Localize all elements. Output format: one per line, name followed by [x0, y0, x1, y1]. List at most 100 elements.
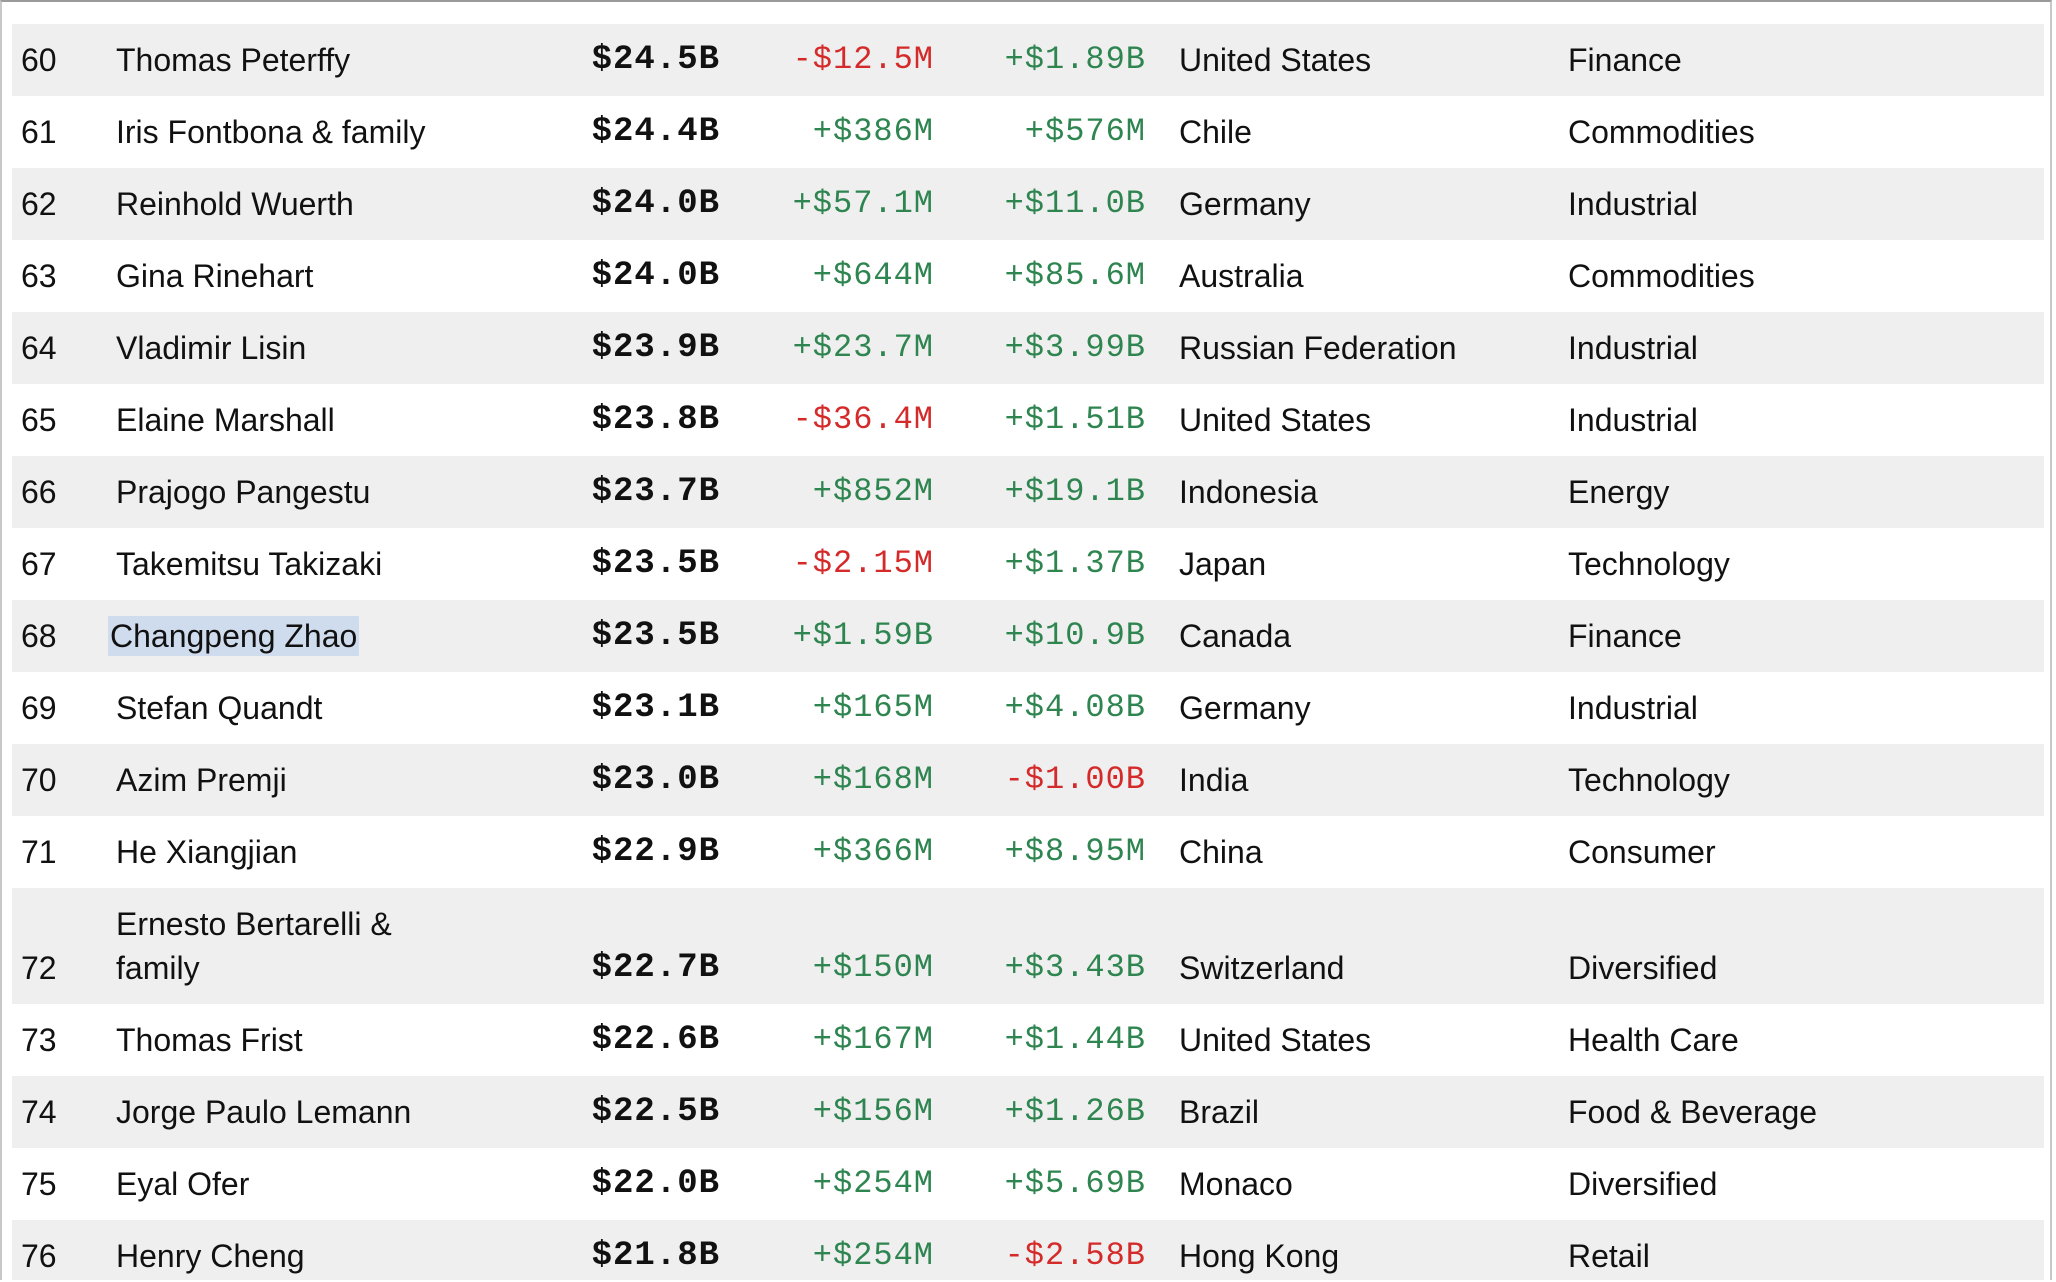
ytd-change-cell: +$4.08B: [1004, 689, 1146, 726]
billionaire-name[interactable]: Changpeng Zhao: [108, 600, 360, 672]
billionaire-name[interactable]: Elaine Marshall: [116, 402, 335, 438]
table-row[interactable]: 67 Takemitsu Takizaki $23.5B -$2.15M +$1.37B…: [12, 528, 2044, 600]
rank-cell: 70: [21, 762, 57, 798]
net-worth-cell: $23.5B: [591, 617, 720, 655]
billionaire-name[interactable]: Stefan Quandt: [116, 690, 323, 726]
billionaire-name[interactable]: Ernesto Bertarelli & family: [116, 888, 436, 1004]
rank-cell: 63: [21, 258, 57, 294]
last-change-cell: -$36.4M: [792, 401, 934, 438]
net-worth-cell: $22.9B: [591, 833, 720, 871]
last-change-cell: +$254M: [812, 1237, 934, 1274]
ytd-change-cell: +$11.0B: [1004, 185, 1146, 222]
table-row[interactable]: 70 Azim Premji $23.0B +$168M -$1.00B India Tec…: [12, 744, 2044, 816]
billionaire-name[interactable]: Eyal Ofer: [116, 1166, 250, 1202]
billionaire-name[interactable]: Henry Cheng: [116, 1238, 305, 1274]
country-cell: Germany: [1179, 690, 1311, 726]
billionaire-name[interactable]: Iris Fontbona & family: [116, 114, 426, 150]
billionaire-name[interactable]: Vladimir Lisin: [116, 330, 307, 366]
net-worth-cell: $22.6B: [591, 1021, 720, 1059]
net-worth-cell: $23.8B: [591, 401, 720, 439]
country-cell: Brazil: [1179, 1094, 1260, 1130]
billionaire-name[interactable]: Reinhold Wuerth: [116, 186, 354, 222]
net-worth-cell: $23.1B: [591, 689, 720, 727]
last-change-cell: +$165M: [812, 689, 934, 726]
rank-cell: 76: [21, 1238, 57, 1274]
country-cell: Switzerland: [1179, 950, 1345, 986]
ytd-change-cell: -$1.00B: [1004, 761, 1146, 798]
country-cell: China: [1179, 834, 1263, 870]
industry-cell: Industrial: [1568, 690, 1698, 726]
ytd-change-cell: +$85.6M: [1004, 257, 1146, 294]
table-row[interactable]: 63 Gina Rinehart $24.0B +$644M +$85.6M Austra…: [12, 240, 2044, 312]
last-change-cell: +$366M: [812, 833, 934, 870]
last-change-cell: +$386M: [812, 113, 934, 150]
industry-cell: Food & Beverage: [1568, 1094, 1818, 1130]
country-cell: Hong Kong: [1179, 1238, 1340, 1274]
net-worth-cell: $23.0B: [591, 761, 720, 799]
net-worth-cell: $21.8B: [591, 1237, 720, 1275]
billionaire-name[interactable]: Thomas Peterffy: [116, 42, 351, 78]
ytd-change-cell: +$576M: [1024, 113, 1146, 150]
net-worth-cell: $22.0B: [591, 1165, 720, 1203]
industry-cell: Diversified: [1568, 950, 1718, 986]
country-cell: United States: [1179, 1022, 1372, 1058]
industry-cell: Technology: [1568, 546, 1730, 582]
billionaire-name[interactable]: Gina Rinehart: [116, 258, 314, 294]
billionaire-name[interactable]: Azim Premji: [116, 762, 287, 798]
billionaire-name[interactable]: Prajogo Pangestu: [116, 474, 371, 510]
industry-cell: Industrial: [1568, 186, 1698, 222]
table-row[interactable]: 72 Ernesto Bertarelli & family $22.7B +$150…: [12, 888, 2044, 1004]
table-row[interactable]: 71 He Xiangjian $22.9B +$366M +$8.95M China Co…: [12, 816, 2044, 888]
country-cell: Monaco: [1179, 1166, 1293, 1202]
table-row[interactable]: 68 Changpeng Zhao $23.5B +$1.59B +$10.9B Cana…: [12, 600, 2044, 672]
rank-cell: 73: [21, 1022, 57, 1058]
table-row[interactable]: 64 Vladimir Lisin $23.9B +$23.7M +$3.99B Russ…: [12, 312, 2044, 384]
country-cell: Indonesia: [1179, 474, 1318, 510]
last-change-cell: +$167M: [812, 1021, 934, 1058]
industry-cell: Finance: [1568, 618, 1682, 654]
table-row[interactable]: 75 Eyal Ofer $22.0B +$254M +$5.69B Monaco Dive…: [12, 1148, 2044, 1220]
table-row[interactable]: 65 Elaine Marshall $23.8B -$36.4M +$1.51B Uni…: [12, 384, 2044, 456]
billionaire-name[interactable]: Jorge Paulo Lemann: [116, 1094, 412, 1130]
billionaire-name[interactable]: Takemitsu Takizaki: [116, 546, 383, 582]
table-row[interactable]: 66 Prajogo Pangestu $23.7B +$852M +$19.1B Ind…: [12, 456, 2044, 528]
industry-cell: Industrial: [1568, 330, 1698, 366]
rank-cell: 74: [21, 1094, 57, 1130]
table-row[interactable]: 74 Jorge Paulo Lemann $22.5B +$156M +$1.26B B…: [12, 1076, 2044, 1148]
rank-cell: 72: [21, 950, 57, 986]
billionaires-table: 60 Thomas Peterffy $24.5B -$12.5M +$1.89B Uni…: [12, 24, 2044, 1280]
industry-cell: Finance: [1568, 42, 1682, 78]
net-worth-cell: $22.5B: [591, 1093, 720, 1131]
rank-cell: 69: [21, 690, 57, 726]
country-cell: Canada: [1179, 618, 1292, 654]
last-change-cell: -$2.15M: [792, 545, 934, 582]
net-worth-cell: $24.0B: [591, 185, 720, 223]
table-row[interactable]: 76 Henry Cheng $21.8B +$254M -$2.58B Hong Kon…: [12, 1220, 2044, 1280]
rank-cell: 75: [21, 1166, 57, 1202]
last-change-cell: +$150M: [812, 949, 934, 986]
rank-cell: 67: [21, 546, 57, 582]
last-change-cell: -$12.5M: [792, 41, 934, 78]
rank-cell: 60: [21, 42, 57, 78]
table-row[interactable]: 69 Stefan Quandt $23.1B +$165M +$4.08B German…: [12, 672, 2044, 744]
ytd-change-cell: +$3.43B: [1004, 949, 1146, 986]
billionaire-name[interactable]: Thomas Frist: [116, 1022, 303, 1058]
table-row[interactable]: 61 Iris Fontbona & family $24.4B +$386M +$57…: [12, 96, 2044, 168]
billionaire-name[interactable]: He Xiangjian: [116, 834, 298, 870]
table-row[interactable]: 73 Thomas Frist $22.6B +$167M +$1.44B United …: [12, 1004, 2044, 1076]
rank-cell: 71: [21, 834, 57, 870]
industry-cell: Commodities: [1568, 258, 1755, 294]
net-worth-cell: $24.5B: [591, 41, 720, 79]
last-change-cell: +$254M: [812, 1165, 934, 1202]
ytd-change-cell: +$8.95M: [1004, 833, 1146, 870]
ytd-change-cell: +$10.9B: [1004, 617, 1146, 654]
rank-cell: 61: [21, 114, 57, 150]
table-row[interactable]: 60 Thomas Peterffy $24.5B -$12.5M +$1.89B Uni…: [12, 24, 2044, 96]
ytd-change-cell: +$1.51B: [1004, 401, 1146, 438]
country-cell: India: [1179, 762, 1249, 798]
table-row[interactable]: 62 Reinhold Wuerth $24.0B +$57.1M +$11.0B Ger…: [12, 168, 2044, 240]
last-change-cell: +$1.59B: [792, 617, 934, 654]
last-change-cell: +$23.7M: [792, 329, 934, 366]
country-cell: United States: [1179, 42, 1372, 78]
